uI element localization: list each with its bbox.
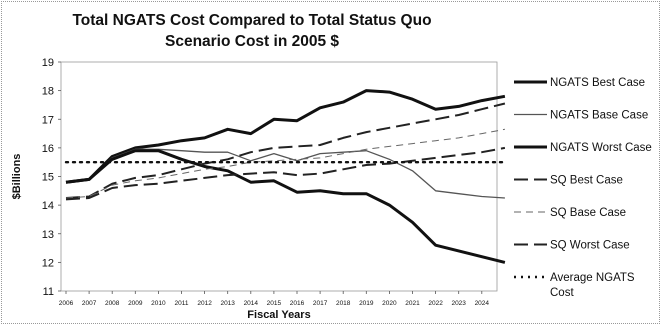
y-tick-label: 15 <box>42 172 54 184</box>
y-tick-label: 18 <box>42 86 54 98</box>
y-tick-label: 16 <box>42 143 54 155</box>
x-tick-label: 2020 <box>382 300 397 307</box>
legend-label: NGATS Base Case <box>550 110 648 122</box>
x-tick-label: 2022 <box>428 300 443 307</box>
x-axis-title: Fiscal Years <box>247 309 310 321</box>
series-line-sq-best-case <box>65 102 506 199</box>
series-line-sq-worst-case <box>65 146 506 201</box>
chart-title-line-1: Total NGATS Cost Compared to Total Statu… <box>72 12 432 29</box>
x-tick-label: 2018 <box>336 300 351 307</box>
x-tick-label: 2012 <box>197 300 212 307</box>
series-line-ngats-best-case <box>65 89 506 184</box>
legend-label: Average NGATS <box>550 272 635 284</box>
y-tick-label: 19 <box>42 57 54 69</box>
x-tick-label: 2011 <box>175 300 189 307</box>
x-tick-label: 2021 <box>405 300 420 307</box>
x-tick-label: 2023 <box>451 300 466 307</box>
legend-label: SQ Base Case <box>550 207 626 219</box>
y-axis-title: $Billions <box>11 154 23 200</box>
y-tick-label: 13 <box>42 229 54 241</box>
x-tick-label: 2010 <box>151 300 166 307</box>
x-tick-label: 2015 <box>267 300 282 307</box>
x-tick-label: 2013 <box>220 300 235 307</box>
legend-label: NGATS Best Case <box>550 77 645 89</box>
legend-label: SQ Worst Case <box>550 240 630 252</box>
legend-label: SQ Best Case <box>550 175 623 187</box>
x-tick-label: 2019 <box>359 300 374 307</box>
x-tick-label: 2024 <box>475 300 490 307</box>
y-tick-label: 12 <box>42 257 54 269</box>
x-tick-label: 2017 <box>313 300 328 307</box>
y-tick-label: 14 <box>42 200 54 212</box>
plot-area <box>60 61 498 292</box>
line-chart: 11 12 13 14 15 16 17 18 19 2006 2007 2008 2009 2010 20… <box>11 57 652 321</box>
x-tick-label: 2007 <box>82 300 97 307</box>
x-tick-label: 2006 <box>59 300 74 307</box>
x-tick-label: 2008 <box>105 300 120 307</box>
series-line-sq-base-case <box>65 128 505 199</box>
x-tick-label: 2009 <box>128 300 143 307</box>
y-tick-label: 17 <box>42 114 54 126</box>
series-line-ngats-worst-case <box>65 149 506 264</box>
y-tick-label: 11 <box>43 286 54 298</box>
legend-label: NGATS Worst Case <box>550 142 652 154</box>
x-tick-label: 2014 <box>244 300 259 307</box>
x-tick-label: 2016 <box>290 300 305 307</box>
chart-title-line-2: Scenario Cost in 2005 $ <box>164 33 340 50</box>
legend-label-line-2: Cost <box>550 287 574 299</box>
